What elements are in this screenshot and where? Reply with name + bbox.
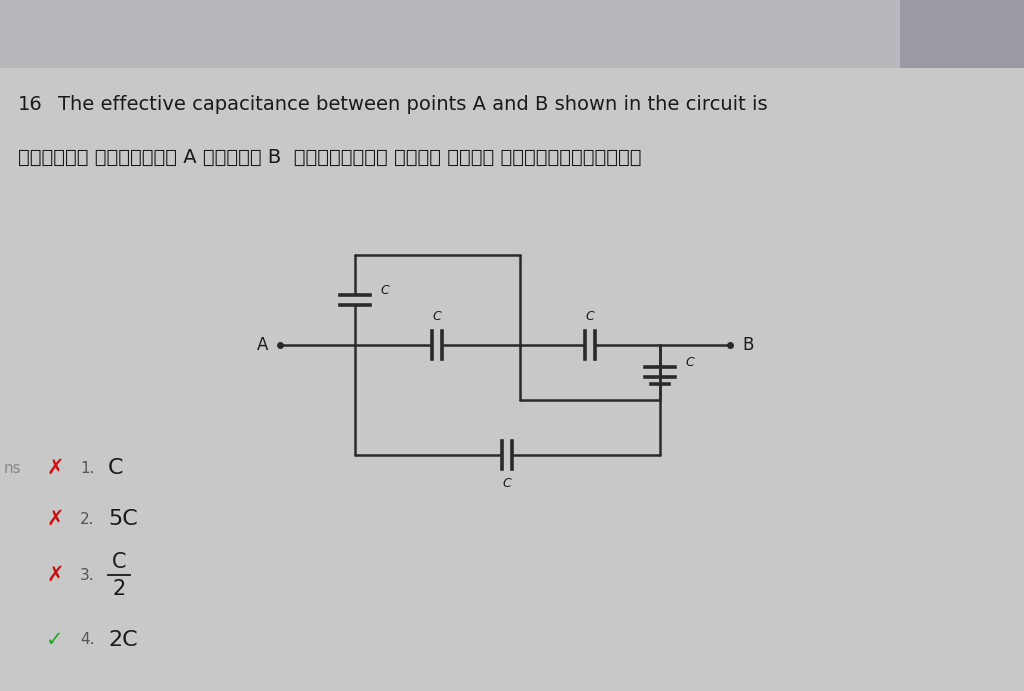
Text: C: C (586, 310, 594, 323)
Text: 2C: 2C (108, 630, 137, 650)
Text: C: C (432, 310, 441, 323)
Text: 4.: 4. (80, 632, 94, 647)
Text: C: C (380, 283, 389, 296)
Text: C: C (108, 458, 124, 478)
Text: B: B (742, 336, 754, 354)
Text: 2.: 2. (80, 511, 94, 527)
Text: 2: 2 (112, 579, 125, 599)
Bar (900, 0, 1024, 68)
Text: 1.: 1. (80, 460, 94, 475)
Text: 3.: 3. (80, 567, 94, 583)
Text: C: C (685, 355, 693, 368)
Text: ✓: ✓ (46, 630, 63, 650)
Text: C: C (503, 477, 511, 490)
Text: వలయంలో చూపబడిన A మరియు B  బిందువుల మధ్య ఫలిత కెపాసిటెన్‌స్: వలయంలో చూపబడిన A మరియు B బిందువుల మధ్య ఫ… (18, 148, 641, 167)
Text: 5C: 5C (108, 509, 138, 529)
Text: ✗: ✗ (46, 458, 63, 478)
Text: 16: 16 (18, 95, 43, 114)
Text: The effective capacitance between points A and B shown in the circuit is: The effective capacitance between points… (58, 95, 768, 114)
Text: ✗: ✗ (46, 509, 63, 529)
Text: C: C (112, 552, 127, 572)
Text: ✗: ✗ (46, 565, 63, 585)
Text: A: A (257, 336, 268, 354)
Text: ns: ns (4, 460, 22, 475)
Bar (0, 0, 1024, 68)
